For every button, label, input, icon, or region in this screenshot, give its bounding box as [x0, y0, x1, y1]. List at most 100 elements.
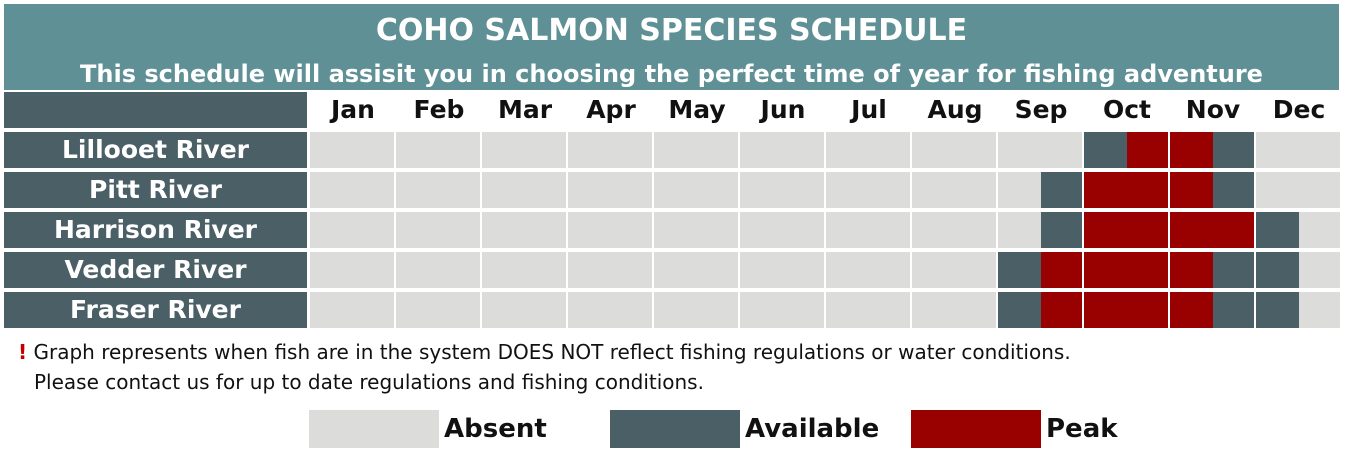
schedule-cell	[1299, 212, 1340, 248]
schedule-cell	[1041, 172, 1082, 208]
month-label-sep: Sep	[1014, 95, 1068, 124]
schedule-cell	[998, 132, 1082, 168]
schedule-cell	[568, 132, 652, 168]
legend-label-peak: Peak	[1046, 414, 1118, 444]
schedule-cell	[912, 132, 996, 168]
schedule-cell	[1256, 292, 1299, 328]
schedule-cell	[310, 252, 394, 288]
legend-label-available: Available	[745, 414, 880, 444]
schedule-cell	[1170, 212, 1254, 248]
schedule-cell	[310, 292, 394, 328]
grid-corner	[4, 92, 307, 128]
schedule-cell	[740, 132, 824, 168]
schedule-cell	[568, 172, 652, 208]
schedule-cell	[826, 252, 910, 288]
schedule-cell	[482, 292, 566, 328]
schedule-cell	[654, 172, 738, 208]
schedule-cell	[1256, 252, 1299, 288]
schedule-cell	[396, 132, 480, 168]
month-label-oct: Oct	[1102, 95, 1152, 124]
schedule-cell	[396, 212, 480, 248]
schedule-cell	[1170, 292, 1213, 328]
schedule-cell	[1213, 172, 1254, 208]
disclaimer-text-1: Graph represents when fish are in the sy…	[33, 340, 1071, 364]
legend-label-absent: Absent	[444, 414, 547, 444]
month-label-feb: Feb	[413, 95, 465, 124]
schedule-cell	[998, 252, 1041, 288]
chart-title: COHO SALMON SPECIES SCHEDULE	[375, 13, 968, 48]
month-label-aug: Aug	[927, 95, 983, 124]
schedule-cell	[740, 172, 824, 208]
schedule-cell	[1084, 252, 1168, 288]
schedule-cell	[1041, 292, 1082, 328]
row-label-lillooet-river: Lillooet River	[4, 132, 307, 168]
month-label-jan: Jan	[331, 95, 375, 124]
month-label-mar: Mar	[497, 95, 553, 124]
legend-swatch-absent	[309, 410, 439, 448]
disclaimer-line-2: Please contact us for up to date regulat…	[34, 370, 704, 394]
schedule-cell	[1299, 252, 1340, 288]
schedule-cell	[1256, 212, 1299, 248]
schedule-cell	[1084, 212, 1168, 248]
schedule-cell	[740, 212, 824, 248]
schedule-cell	[396, 292, 480, 328]
schedule-cell	[396, 172, 480, 208]
schedule-cell	[1299, 292, 1340, 328]
row-label-vedder-river: Vedder River	[4, 252, 307, 288]
schedule-cell	[568, 212, 652, 248]
schedule-cell	[654, 132, 738, 168]
schedule-cell	[654, 212, 738, 248]
schedule-cell	[1256, 172, 1340, 208]
schedule-cell	[1084, 132, 1127, 168]
schedule-cell	[1127, 132, 1168, 168]
schedule-cell	[740, 292, 824, 328]
schedule-cell	[826, 132, 910, 168]
schedule-cell	[912, 172, 996, 208]
schedule-cell	[1213, 292, 1254, 328]
disclaimer-text-2: Please contact us for up to date regulat…	[34, 370, 704, 394]
warning-icon: !	[18, 340, 28, 364]
schedule-cell	[654, 252, 738, 288]
month-label-nov: Nov	[1185, 95, 1241, 124]
schedule-cell	[1170, 132, 1213, 168]
month-label-jun: Jun	[760, 95, 806, 124]
schedule-cell	[568, 252, 652, 288]
schedule-cell	[826, 212, 910, 248]
row-label-harrison-river: Harrison River	[4, 212, 307, 248]
schedule-cell	[998, 212, 1041, 248]
schedule-cell	[1041, 212, 1082, 248]
schedule-cell	[1213, 252, 1254, 288]
schedule-cell	[740, 252, 824, 288]
schedule-cell	[1170, 252, 1213, 288]
schedule-cell	[1170, 172, 1213, 208]
schedule-cell	[1256, 132, 1340, 168]
chart-subtitle: This schedule will assisit you in choosi…	[80, 60, 1263, 88]
schedule-cell	[654, 292, 738, 328]
schedule-cell	[482, 132, 566, 168]
schedule-cell	[826, 172, 910, 208]
legend-swatch-available	[610, 410, 740, 448]
row-label-pitt-river: Pitt River	[4, 172, 307, 208]
schedule-cell	[912, 212, 996, 248]
schedule-cell	[396, 252, 480, 288]
schedule-cell	[482, 252, 566, 288]
schedule-cell	[998, 172, 1041, 208]
disclaimer-line-1: ! Graph represents when fish are in the …	[18, 340, 1071, 364]
schedule-cell	[310, 212, 394, 248]
schedule-cell	[912, 252, 996, 288]
schedule-cell	[1084, 172, 1168, 208]
schedule-cell	[482, 172, 566, 208]
schedule-cell	[482, 212, 566, 248]
schedule-cell	[912, 292, 996, 328]
schedule-cell	[1041, 252, 1082, 288]
schedule-cell	[568, 292, 652, 328]
month-label-may: May	[668, 95, 726, 124]
month-label-dec: Dec	[1272, 95, 1326, 124]
schedule-cell	[1213, 132, 1254, 168]
month-label-apr: Apr	[586, 95, 636, 124]
schedule-cell	[310, 132, 394, 168]
legend-swatch-peak	[911, 410, 1041, 448]
title-banner: COHO SALMON SPECIES SCHEDULE This schedu…	[4, 4, 1339, 90]
row-label-fraser-river: Fraser River	[4, 292, 307, 328]
month-label-jul: Jul	[851, 95, 887, 124]
